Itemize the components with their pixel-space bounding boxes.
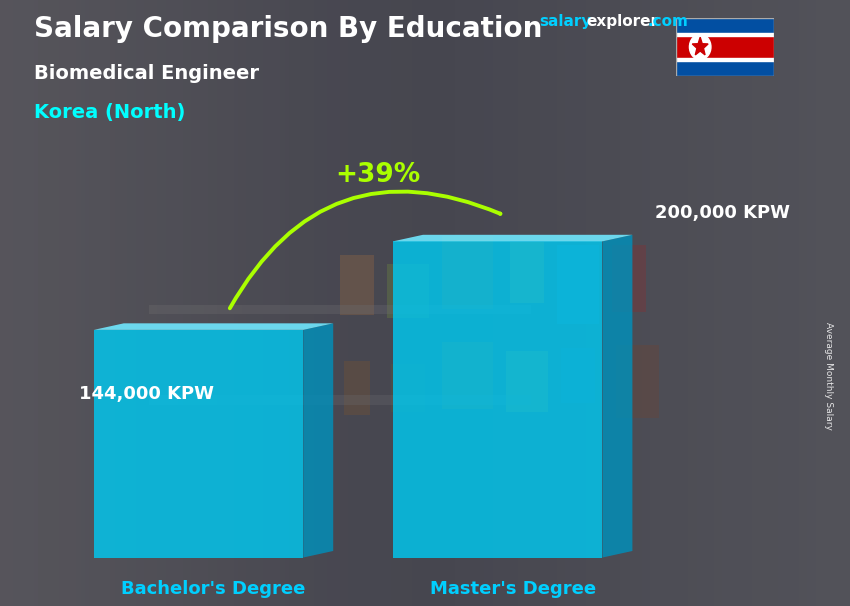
Bar	[676, 58, 774, 61]
Bar	[442, 342, 493, 409]
Polygon shape	[94, 324, 333, 330]
Text: +39%: +39%	[336, 162, 421, 188]
Bar	[557, 245, 599, 324]
Bar	[676, 33, 774, 36]
Bar	[391, 364, 425, 412]
Bar	[387, 264, 429, 318]
Text: salary: salary	[540, 14, 592, 29]
Bar	[561, 348, 595, 403]
Bar	[676, 61, 774, 76]
Text: Average Monthly Salary: Average Monthly Salary	[824, 322, 833, 430]
Polygon shape	[603, 235, 632, 558]
Bar	[506, 351, 548, 412]
Text: Biomedical Engineer: Biomedical Engineer	[34, 64, 259, 82]
Bar	[676, 36, 774, 58]
Bar	[340, 255, 374, 315]
Bar	[442, 236, 493, 309]
Bar	[149, 395, 531, 405]
Polygon shape	[303, 324, 333, 558]
Text: Bachelor's Degree: Bachelor's Degree	[122, 580, 306, 598]
Polygon shape	[692, 37, 708, 55]
Text: Master's Degree: Master's Degree	[429, 580, 596, 598]
Polygon shape	[393, 235, 632, 241]
Bar	[344, 361, 370, 415]
Text: 200,000 KPW: 200,000 KPW	[654, 204, 790, 222]
Bar	[612, 245, 646, 312]
Text: Korea (North): Korea (North)	[34, 103, 185, 122]
Text: 144,000 KPW: 144,000 KPW	[79, 385, 214, 402]
Bar	[510, 242, 544, 303]
Bar	[616, 345, 659, 418]
Text: Salary Comparison By Education: Salary Comparison By Education	[34, 15, 542, 43]
Polygon shape	[393, 241, 603, 558]
Text: explorer: explorer	[586, 14, 659, 29]
Bar	[149, 304, 531, 314]
Bar	[676, 18, 774, 33]
Circle shape	[689, 35, 711, 59]
Text: .com: .com	[648, 14, 689, 29]
Polygon shape	[94, 330, 303, 558]
